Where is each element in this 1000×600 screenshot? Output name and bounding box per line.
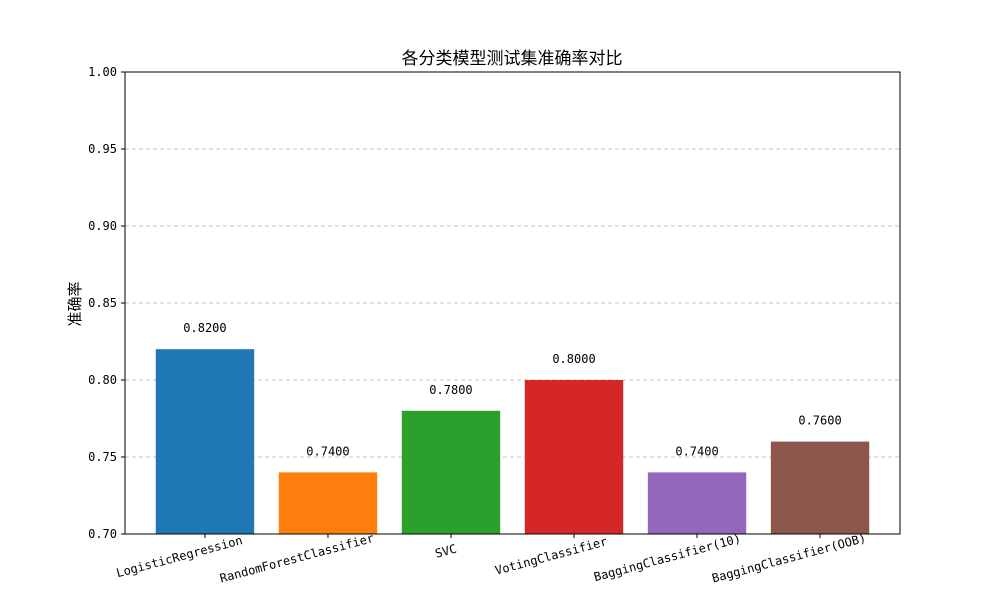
y-tick-label: 1.00 [88, 65, 117, 79]
bar [647, 472, 747, 534]
bar [278, 472, 378, 534]
bar [524, 380, 624, 534]
y-tick-label: 0.95 [88, 142, 117, 156]
bar-value-label: 0.7400 [306, 444, 349, 458]
value-labels: 0.8200 0.7400 0.7800 0.8000 0.7400 0.7600 [183, 321, 841, 458]
x-axis-ticks: LogisticRegressionRandomForestClassifier… [115, 531, 868, 586]
chart-title: 各分类模型测试集准确率对比 [402, 49, 623, 69]
bar [770, 441, 870, 534]
y-axis-ticks: 0.70 0.75 0.80 0.85 0.90 0.95 1.00 [88, 65, 125, 541]
bars [155, 349, 870, 534]
x-tick-label: SVC [434, 542, 459, 561]
y-tick-label: 0.85 [88, 296, 117, 310]
y-tick-label: 0.80 [88, 373, 117, 387]
bar-value-label: 0.8000 [552, 352, 595, 366]
y-tick-label: 0.70 [88, 527, 117, 541]
bar [401, 410, 501, 534]
bar-value-label: 0.7800 [429, 383, 472, 397]
bar-value-label: 0.7400 [675, 444, 718, 458]
plot-frame [124, 71, 901, 535]
bar [155, 349, 255, 534]
y-axis-label: 准确率 [66, 281, 84, 326]
bar-value-label: 0.8200 [183, 321, 226, 335]
bar-value-label: 0.7600 [798, 414, 841, 428]
y-tick-label: 0.90 [88, 219, 117, 233]
y-tick-label: 0.75 [88, 450, 117, 464]
